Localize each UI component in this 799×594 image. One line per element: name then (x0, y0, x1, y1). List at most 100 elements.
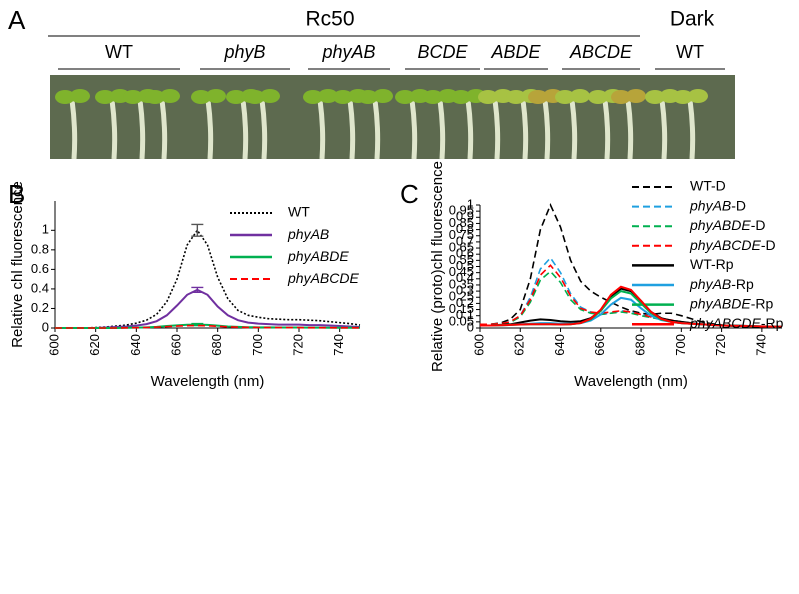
y-axis-title: Relative (proto)chl fluorescence (429, 161, 446, 372)
cotyledon (55, 90, 75, 104)
y-tick-label: 0.7 (456, 233, 474, 248)
genotype-label: WT (105, 42, 133, 62)
genotype-label: WT (676, 42, 704, 62)
stem (659, 99, 668, 160)
x-axis-title: Wavelength (nm) (574, 373, 688, 390)
panel-label: A (8, 5, 26, 35)
x-tick-label: 660 (168, 334, 183, 356)
x-tick-label: 720 (713, 334, 728, 356)
stem (317, 99, 326, 160)
cotyledon (160, 89, 180, 103)
y-tick-label: 0.2 (31, 300, 49, 315)
x-tick-label: 600 (46, 334, 61, 356)
y-tick-label: 1 (42, 222, 49, 237)
x-tick-label: 740 (331, 334, 346, 356)
legend-label: phyABCDE (287, 270, 359, 286)
y-tick-label: 0.1 (456, 307, 474, 322)
legend-label: phyABCDE-D (689, 237, 776, 253)
stem (240, 99, 249, 160)
y-tick-label: 0.35 (449, 276, 474, 291)
error-bar (191, 286, 204, 294)
cotyledon (95, 90, 115, 104)
stem (569, 99, 578, 160)
stem (625, 99, 634, 160)
x-tick-label: 740 (753, 334, 768, 356)
legend-label: phyABDE-Rp (689, 295, 773, 311)
cotyledon (191, 90, 211, 104)
cotyledon (588, 90, 608, 104)
stem (372, 99, 381, 160)
cotyledon (423, 90, 443, 104)
seedlings (55, 89, 708, 160)
cotyledon (395, 90, 415, 104)
y-tick-label: 0.5 (456, 258, 474, 273)
y-tick-label: 0.9 (456, 209, 474, 224)
cotyledon (206, 89, 226, 103)
series-line (55, 324, 360, 329)
y-tick-label: 0.05 (449, 313, 474, 328)
cotyledon (333, 90, 353, 104)
y-tick-label: 0 (467, 319, 474, 334)
cotyledon (373, 89, 393, 103)
y-tick-label: 0.6 (456, 246, 474, 261)
cotyledon (478, 90, 498, 104)
cotyledon (260, 89, 280, 103)
error-bar (191, 223, 204, 237)
series-line (55, 288, 361, 329)
cotyledon (145, 90, 165, 104)
y-tick-label: 0.8 (456, 221, 474, 236)
legend-label: phyABDE-D (689, 217, 765, 233)
light-header: Rc50 (305, 8, 354, 31)
panel-label: B (8, 179, 25, 209)
stem (205, 99, 214, 160)
x-tick-label: 640 (128, 334, 143, 356)
y-tick-label: 0.4 (31, 280, 49, 295)
series-line (480, 264, 783, 328)
cotyledon (123, 90, 143, 104)
y-tick-label: 0.25 (449, 289, 474, 304)
stem (687, 99, 696, 160)
legend-label: WT (288, 204, 310, 220)
series-line (55, 228, 361, 329)
cotyledon (626, 89, 646, 103)
stem (437, 99, 446, 160)
x-tick-label: 660 (592, 334, 607, 356)
stem (465, 99, 474, 160)
cotyledon (318, 89, 338, 103)
stem (259, 99, 268, 160)
legend-label: phyABDE (287, 248, 349, 264)
y-tick-label: 0.95 (449, 203, 474, 218)
legend-label: phyABCDE-Rp (689, 315, 784, 331)
x-tick-label: 640 (552, 334, 567, 356)
cotyledon (555, 90, 575, 104)
cotyledon (673, 90, 693, 104)
legend-label: phyAB-Rp (689, 276, 754, 292)
dark-header: Dark (670, 8, 715, 31)
stem (602, 99, 611, 160)
y-tick-label: 0.4 (456, 270, 474, 285)
y-tick-label: 1 (467, 196, 474, 211)
legend-label: phyAB (287, 226, 329, 242)
cotyledon (245, 90, 265, 104)
stem (520, 99, 529, 160)
cotyledon (645, 90, 665, 104)
x-tick-label: 620 (87, 334, 102, 356)
cotyledon (506, 90, 526, 104)
stem (159, 99, 168, 160)
y-tick-label: 0.15 (449, 301, 474, 316)
stem (347, 99, 356, 160)
genotype-label: ABDE (490, 42, 541, 62)
x-tick-label: 720 (290, 334, 305, 356)
y-tick-label: 0.2 (456, 295, 474, 310)
y-tick-label: 0.55 (449, 252, 474, 267)
y-tick-label: 0.6 (31, 261, 49, 276)
x-tick-label: 700 (673, 334, 688, 356)
cotyledon (303, 90, 323, 104)
x-axis-title: Wavelength (nm) (151, 373, 265, 390)
genotype-label: phyAB (321, 42, 375, 62)
y-tick-label: 0 (42, 319, 49, 334)
legend-label: WT-D (690, 178, 726, 194)
panel-label: C (400, 179, 419, 209)
x-tick-label: 680 (633, 334, 648, 356)
y-tick-label: 0.8 (31, 241, 49, 256)
